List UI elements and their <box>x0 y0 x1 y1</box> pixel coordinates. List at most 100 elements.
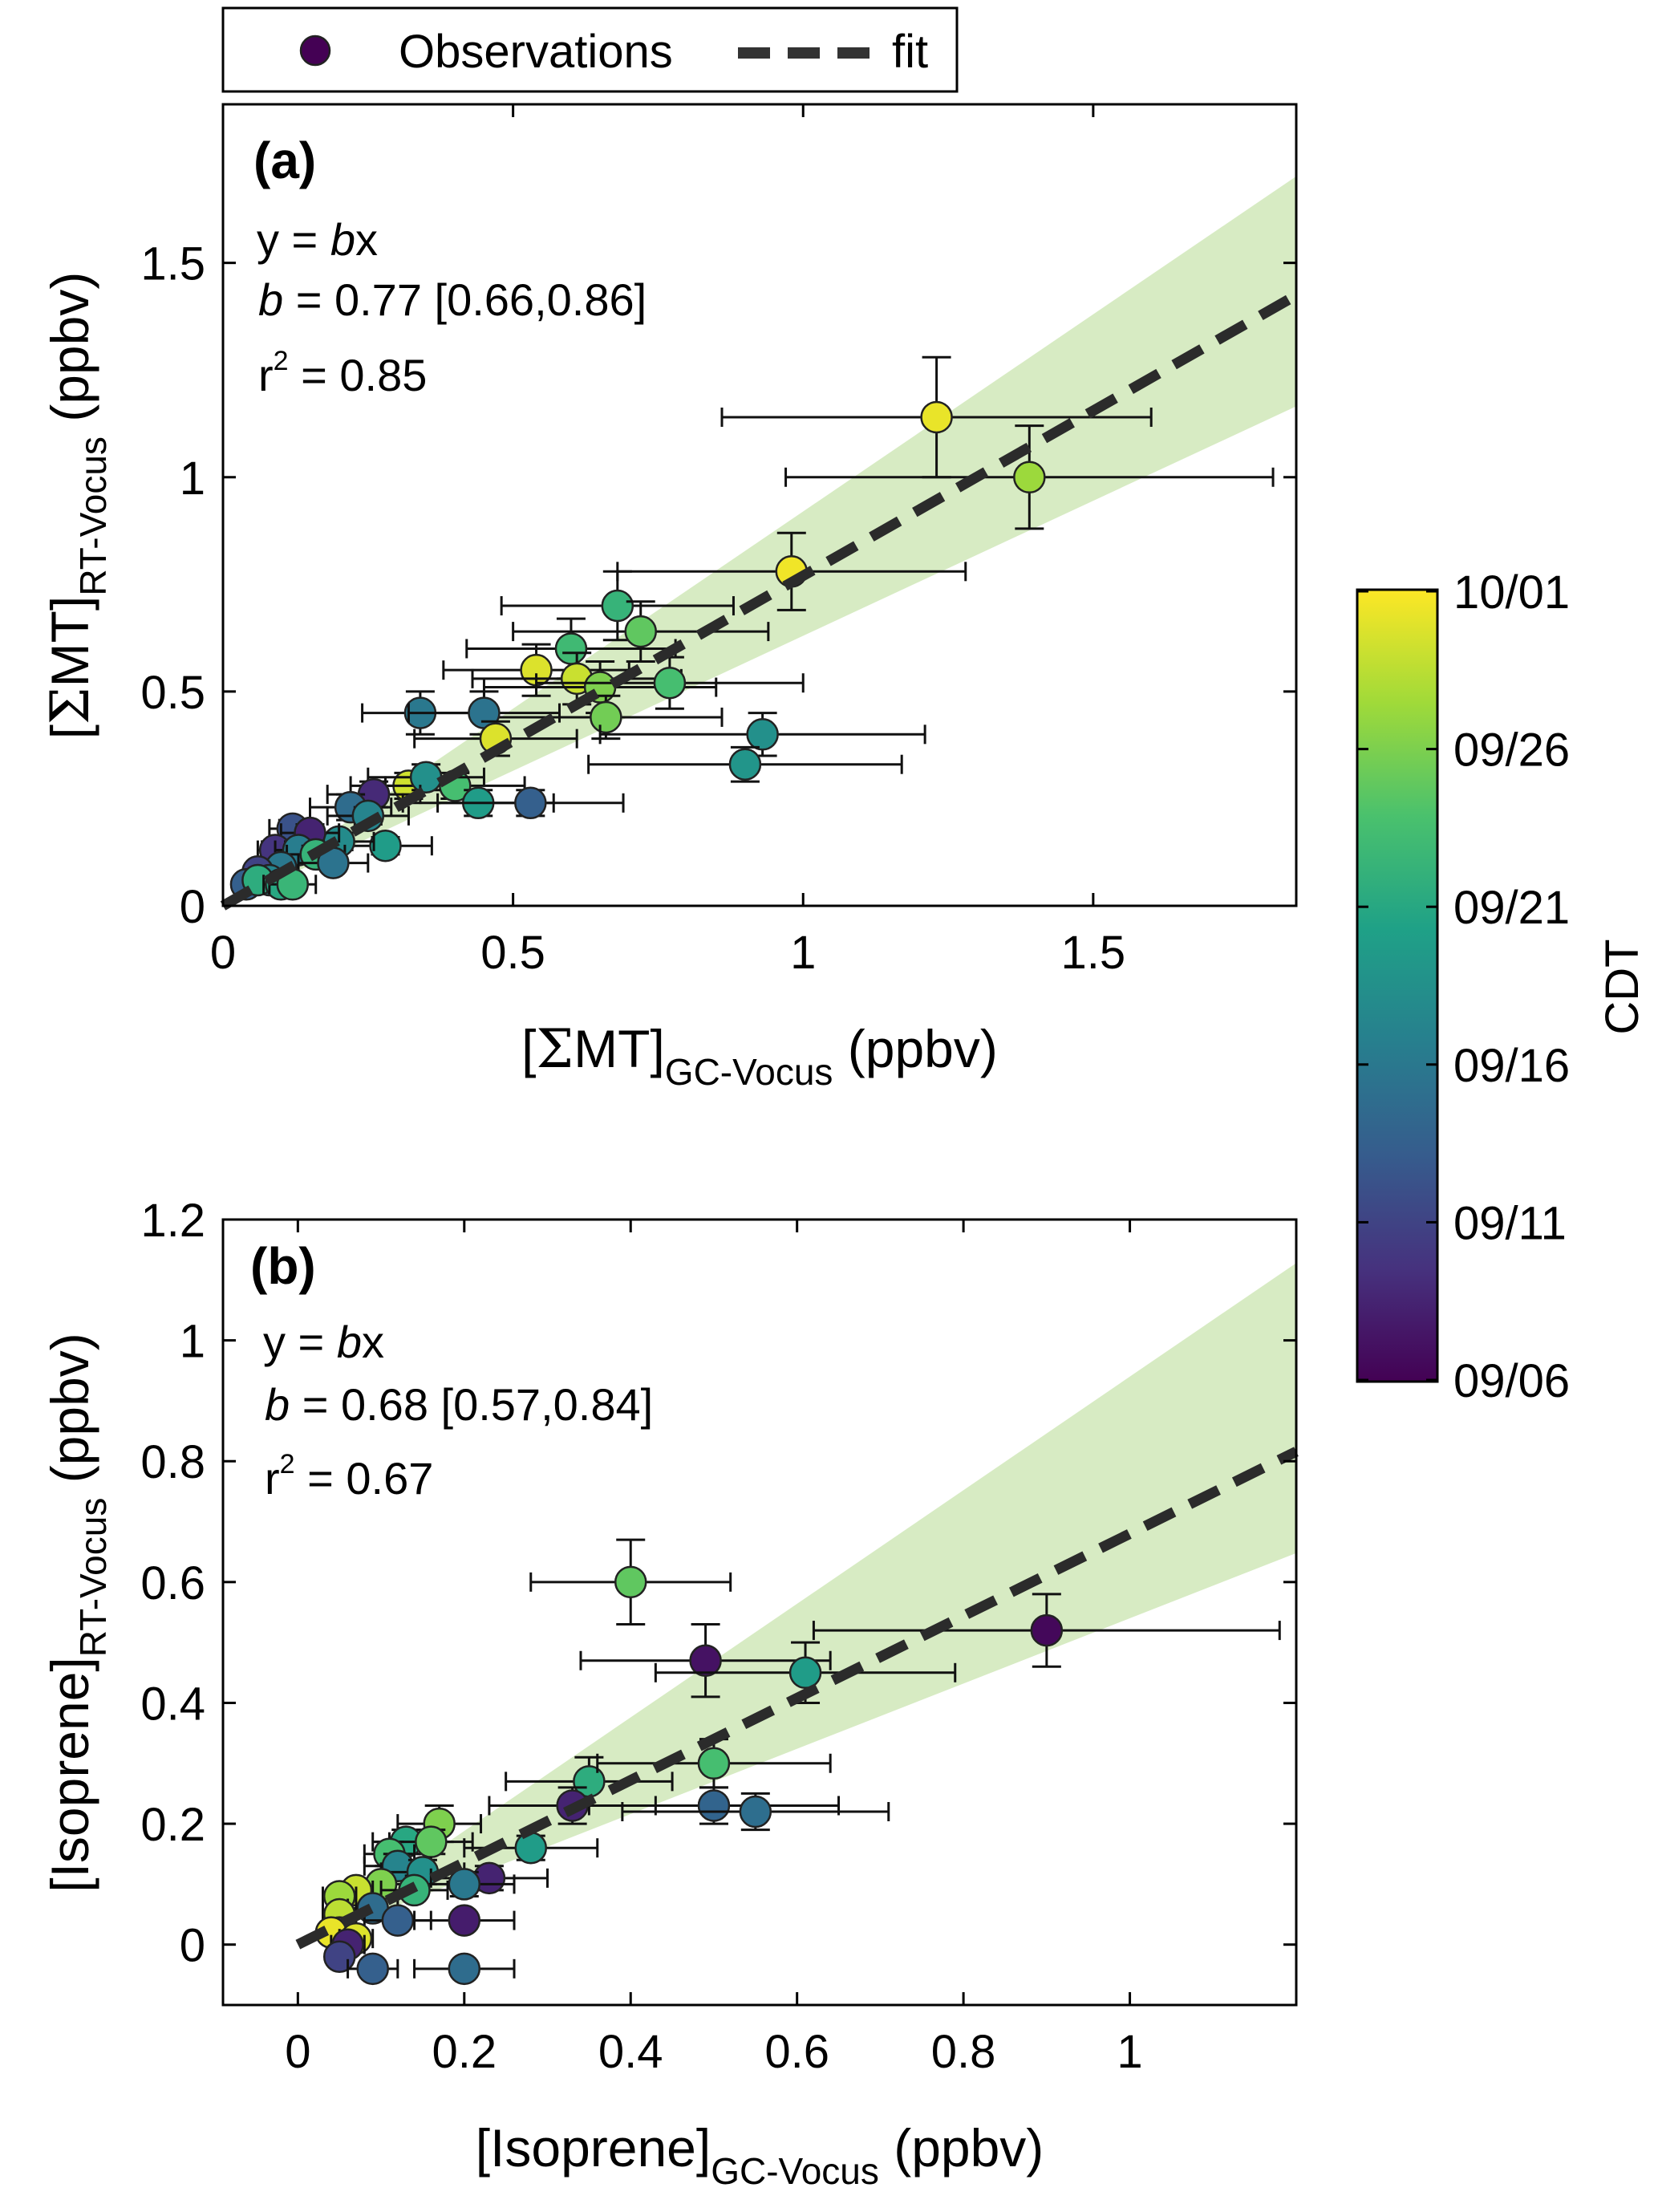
data-point <box>784 424 1275 530</box>
ticks-a: 0 0.5 1 1.5 0 0.5 1 1.5 <box>140 104 1296 979</box>
fit-line-b <box>295 1447 1299 1950</box>
x-tick-label: 0.6 <box>764 2026 829 2078</box>
colorbar-tick-label: 09/26 <box>1453 724 1570 777</box>
data-point-marker <box>381 1904 415 1937</box>
data-point-marker <box>653 666 687 700</box>
data-point-marker <box>590 700 622 734</box>
colorbar-tick-label: 09/06 <box>1453 1355 1570 1407</box>
ticks-b: 0 0.2 0.4 0.6 0.8 1 0 0.2 0.4 0.6 0.8 1 1.2 <box>140 1195 1296 2078</box>
y-tick-label: 0.4 <box>140 1678 205 1730</box>
data-points-a <box>229 355 1275 901</box>
x-tick-label: 0.4 <box>598 2026 663 2078</box>
colorbar-tick-label: 09/21 <box>1453 882 1570 934</box>
data-point-marker <box>601 589 634 623</box>
data-point <box>616 531 967 611</box>
equation-a: y = bx <box>257 214 378 265</box>
confidence-band-b <box>298 1263 1296 1945</box>
data-point <box>268 868 318 901</box>
data-point-marker <box>369 829 402 862</box>
legend-box <box>221 6 959 93</box>
data-point <box>587 1786 841 1825</box>
axes-box-a <box>221 103 1298 907</box>
y-tick-label: 0.2 <box>140 1799 205 1851</box>
x-axis-label-a: [ΣMT]GC-Vocus (ppbv) <box>521 1018 998 1093</box>
data-point-marker <box>728 748 762 781</box>
data-point-marker <box>554 632 588 665</box>
y-tick-label: 0.5 <box>140 667 205 719</box>
x-tick-label: 0.5 <box>480 927 545 979</box>
data-point-marker <box>920 400 953 434</box>
data-point-marker <box>448 1952 481 1986</box>
slope-a: b = 0.77 [0.66,0.86] <box>258 274 647 325</box>
axes-box-b <box>221 1218 1298 2007</box>
colorbar-tick-label: 10/01 <box>1453 566 1570 619</box>
y-tick-label: 0.6 <box>140 1557 205 1609</box>
slope-b: b = 0.68 [0.57,0.84] <box>265 1379 653 1430</box>
colorbar-tick-label: 09/16 <box>1453 1040 1570 1092</box>
y-tick-label: 1.5 <box>140 238 205 290</box>
data-point <box>500 570 735 642</box>
panel-label-a: (a) <box>253 132 316 189</box>
data-point <box>535 655 805 710</box>
colorbar: 10/01 09/26 09/21 09/16 09/11 09/06 CDT <box>1356 566 1648 1407</box>
data-point-marker <box>739 1795 772 1828</box>
data-point <box>322 1940 356 1974</box>
legend-observations-label: Observations <box>399 26 673 78</box>
equation-b: y = bx <box>263 1317 384 1367</box>
legend-observations-marker <box>299 34 331 67</box>
data-point <box>598 712 926 757</box>
data-point-marker <box>356 1952 389 1986</box>
y-tick-label: 0 <box>180 1920 205 1972</box>
data-point-marker <box>788 1656 822 1690</box>
data-point-marker <box>409 761 443 793</box>
y-tick-label: 0 <box>180 881 205 933</box>
data-point <box>812 1593 1281 1668</box>
data-point-marker <box>697 1747 731 1780</box>
data-point-marker <box>514 786 547 820</box>
x-tick-label: 1 <box>790 927 816 979</box>
data-point-marker <box>614 1565 647 1599</box>
data-point <box>512 600 770 663</box>
colorbar-tick-label: 09/11 <box>1453 1197 1567 1249</box>
r2-b: r2 = 0.67 <box>265 1449 433 1504</box>
x-axis-label-b: [Isoprene]GC-Vocus (ppbv) <box>476 2118 1044 2192</box>
y-tick-label: 0.8 <box>140 1436 205 1488</box>
data-point-marker <box>1030 1613 1064 1647</box>
colorbar-label: CDT <box>1596 939 1648 1034</box>
data-point <box>436 786 625 820</box>
x-tick-label: 0.8 <box>931 2026 996 2078</box>
r2-a: r2 = 0.85 <box>258 346 427 400</box>
x-tick-label: 1 <box>1117 2026 1142 2078</box>
data-point <box>587 745 903 783</box>
x-tick-label: 1.5 <box>1061 927 1126 979</box>
y-tick-label: 1.2 <box>140 1195 205 1247</box>
data-point-marker <box>322 1940 356 1974</box>
data-point-marker <box>746 718 779 751</box>
data-point <box>347 1952 399 1986</box>
legend: Observations fit <box>221 6 959 93</box>
data-point <box>529 1538 732 1626</box>
x-tick-label: 0.2 <box>432 2026 497 2078</box>
data-point-marker <box>448 1904 481 1937</box>
data-point-marker <box>624 615 657 648</box>
panel-a: 0 0.5 1 1.5 0 0.5 1 1.5 (a) y = bx b = 0.77 [0.… <box>39 103 1299 1093</box>
colorbar-ticks: 10/01 09/26 09/21 09/16 09/11 09/06 <box>1357 566 1570 1407</box>
data-point <box>413 1952 516 1986</box>
y-axis-label-a: [ΣMT]RT-Vocus (ppbv) <box>39 272 114 740</box>
data-point-marker <box>697 1789 731 1822</box>
data-point <box>413 1904 516 1937</box>
data-point-marker <box>689 1644 722 1677</box>
x-tick-label: 0 <box>285 2026 310 2078</box>
data-point-marker <box>514 1831 548 1865</box>
y-axis-label-b: [Isoprene]RT-Vocus (ppbv) <box>40 1333 114 1893</box>
data-point <box>621 1792 890 1832</box>
fit-line-a <box>220 290 1299 911</box>
data-point-marker <box>1013 461 1046 494</box>
data-point <box>579 1623 832 1699</box>
data-point <box>297 846 370 879</box>
data-point-marker <box>415 1825 448 1858</box>
y-tick-label: 1 <box>180 1316 205 1368</box>
confidence-band-a <box>223 176 1296 906</box>
x-tick-label: 0 <box>210 927 236 979</box>
